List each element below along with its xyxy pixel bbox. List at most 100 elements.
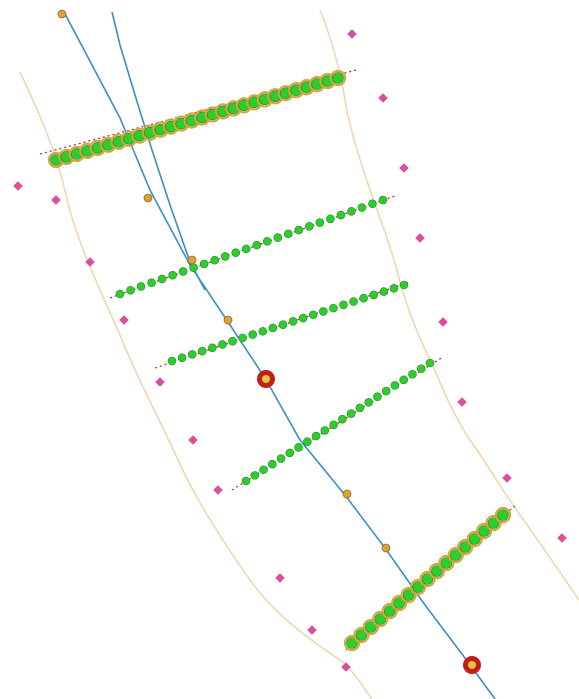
- section-point[interactable]: [346, 409, 356, 418]
- control-marker-diamond[interactable]: [557, 533, 567, 543]
- section-point[interactable]: [136, 282, 146, 291]
- section-point[interactable]: [450, 549, 462, 561]
- section-point[interactable]: [425, 358, 435, 368]
- section-point[interactable]: [259, 465, 268, 475]
- section-point[interactable]: [268, 323, 278, 333]
- section-point[interactable]: [273, 233, 283, 242]
- section-point[interactable]: [197, 346, 207, 356]
- section-point[interactable]: [126, 285, 135, 295]
- section-point[interactable]: [303, 437, 312, 446]
- control-marker-diamond[interactable]: [213, 485, 223, 495]
- station-point[interactable]: [187, 255, 197, 265]
- section-point[interactable]: [399, 280, 409, 290]
- station-point[interactable]: [342, 489, 352, 499]
- section-point[interactable]: [178, 267, 188, 276]
- section-point[interactable]: [365, 621, 377, 633]
- station-point[interactable]: [223, 315, 233, 325]
- section-point[interactable]: [284, 229, 293, 239]
- section-point[interactable]: [349, 297, 358, 306]
- section-point[interactable]: [258, 326, 268, 336]
- section-point[interactable]: [390, 381, 400, 390]
- section-point[interactable]: [262, 237, 272, 246]
- section-point[interactable]: [339, 300, 348, 310]
- flagged-point-icon[interactable]: [463, 656, 481, 674]
- section-point[interactable]: [421, 573, 434, 585]
- section-point[interactable]: [220, 252, 230, 261]
- section-point[interactable]: [326, 214, 335, 224]
- section-point[interactable]: [315, 218, 325, 227]
- flagged-point-icon[interactable]: [257, 370, 275, 388]
- section-point[interactable]: [167, 356, 177, 366]
- section-point[interactable]: [177, 353, 187, 362]
- section-point[interactable]: [355, 403, 365, 413]
- section-point[interactable]: [440, 557, 453, 569]
- section-point[interactable]: [336, 210, 346, 220]
- section-point[interactable]: [357, 203, 367, 212]
- section-point[interactable]: [355, 629, 368, 641]
- section-point[interactable]: [338, 414, 347, 424]
- section-point[interactable]: [329, 420, 338, 430]
- section-point[interactable]: [368, 199, 377, 209]
- section-point[interactable]: [459, 541, 472, 553]
- section-point[interactable]: [294, 225, 304, 235]
- control-marker-diamond[interactable]: [155, 377, 165, 387]
- section-point[interactable]: [218, 340, 227, 349]
- section-point[interactable]: [308, 310, 318, 320]
- section-point[interactable]: [115, 289, 125, 299]
- section-point[interactable]: [364, 398, 373, 407]
- section-point[interactable]: [199, 259, 209, 269]
- section-point[interactable]: [248, 330, 257, 339]
- station-point[interactable]: [381, 543, 391, 553]
- section-point[interactable]: [374, 613, 387, 625]
- section-point[interactable]: [241, 476, 251, 486]
- section-point[interactable]: [329, 303, 338, 313]
- section-point[interactable]: [346, 637, 358, 649]
- section-point[interactable]: [379, 287, 389, 296]
- section-point[interactable]: [416, 364, 426, 373]
- section-point[interactable]: [252, 240, 262, 250]
- section-point[interactable]: [487, 517, 500, 529]
- section-point[interactable]: [288, 317, 298, 326]
- section-point[interactable]: [250, 471, 260, 480]
- section-point[interactable]: [389, 284, 399, 293]
- section-point[interactable]: [320, 426, 330, 435]
- section-point[interactable]: [238, 333, 247, 343]
- section-point[interactable]: [228, 336, 237, 346]
- control-marker-diamond[interactable]: [188, 435, 198, 445]
- section-point[interactable]: [208, 343, 217, 353]
- section-point[interactable]: [378, 195, 388, 205]
- section-point[interactable]: [241, 244, 251, 254]
- section-point[interactable]: [278, 320, 288, 329]
- section-point[interactable]: [373, 392, 382, 402]
- station-point[interactable]: [143, 193, 153, 203]
- section-point[interactable]: [267, 459, 277, 469]
- section-point[interactable]: [468, 533, 481, 545]
- section-point[interactable]: [311, 431, 321, 441]
- section-point[interactable]: [369, 290, 379, 300]
- section-point[interactable]: [147, 278, 156, 288]
- section-point[interactable]: [305, 222, 314, 231]
- section-point[interactable]: [478, 525, 490, 537]
- section-point[interactable]: [168, 270, 177, 280]
- section-point[interactable]: [393, 597, 405, 609]
- section-point[interactable]: [276, 454, 286, 463]
- section-point[interactable]: [408, 369, 417, 379]
- section-point[interactable]: [285, 448, 295, 458]
- section-point[interactable]: [187, 350, 197, 359]
- section-point[interactable]: [294, 442, 303, 452]
- section-point[interactable]: [332, 72, 344, 84]
- section-point[interactable]: [359, 293, 368, 303]
- section-point[interactable]: [347, 206, 356, 216]
- section-point[interactable]: [157, 274, 167, 284]
- section-point[interactable]: [497, 509, 509, 521]
- section-point[interactable]: [210, 255, 219, 265]
- section-point[interactable]: [319, 307, 328, 316]
- section-point[interactable]: [189, 263, 198, 272]
- section-point[interactable]: [412, 581, 424, 593]
- section-point[interactable]: [231, 248, 241, 257]
- section-point[interactable]: [431, 565, 443, 577]
- section-point[interactable]: [298, 313, 308, 323]
- control-marker-diamond[interactable]: [51, 195, 61, 205]
